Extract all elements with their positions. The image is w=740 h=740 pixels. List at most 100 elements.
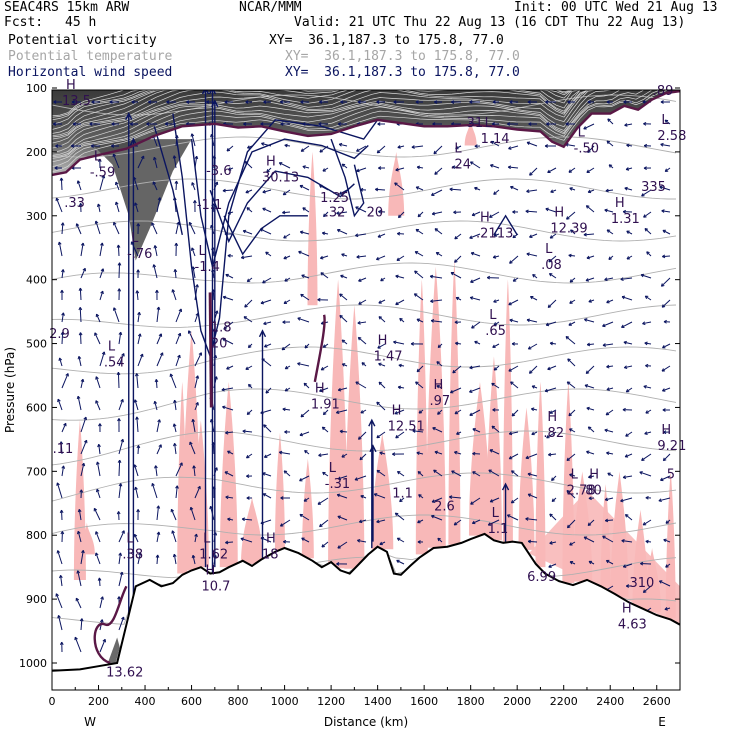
wind-vector (194, 533, 197, 543)
wind-vector-head (323, 213, 327, 218)
wind-vector (337, 515, 348, 521)
wind-vector-head (109, 100, 113, 104)
wind-vector (188, 222, 196, 235)
wind-vector (193, 465, 196, 477)
wind-vector-head (341, 339, 346, 343)
wind-vector-head (508, 146, 512, 150)
wind-vector (60, 575, 63, 587)
wind-vector-head (433, 469, 437, 474)
wind-vector-head (224, 471, 228, 475)
wind-vector (508, 453, 519, 460)
wind-vector (662, 255, 671, 258)
theta-contour (52, 346, 677, 375)
wind-vector (337, 229, 348, 235)
wind-vector (471, 211, 481, 216)
wind-vector (529, 167, 538, 176)
wind-vector (662, 453, 671, 462)
wind-vector-head (191, 554, 196, 559)
wind-vector (548, 453, 557, 456)
wind-vector (118, 460, 121, 477)
wind-vector-head (192, 465, 196, 469)
wind-vector-head (304, 345, 309, 349)
wind-vector-head (153, 245, 158, 249)
wind-vector-head (470, 501, 474, 505)
extremum-marker: H (433, 378, 443, 393)
wind-vector-head (620, 277, 624, 281)
wind-vector (80, 268, 86, 279)
wind-vector (472, 428, 481, 433)
wind-vector-head (622, 209, 627, 214)
wind-vector (544, 387, 557, 392)
wind-vector-head (493, 322, 498, 326)
wind-speed-contour (209, 170, 355, 244)
wind-vector (376, 255, 386, 261)
wind-vector (299, 431, 310, 436)
wind-vector (395, 431, 405, 439)
extremum-value: 1.8 (211, 321, 232, 336)
wind-vector (118, 530, 125, 543)
extremum-value: .33 (64, 196, 85, 211)
wind-vector-head (136, 445, 141, 449)
wind-vector-head (456, 431, 460, 435)
wind-vector (137, 445, 140, 455)
wind-vector-head (195, 375, 200, 379)
wind-vector (283, 299, 291, 304)
wind-vector (490, 164, 500, 169)
wind-vector-head (510, 499, 515, 504)
wind-vector-head (263, 321, 267, 326)
wind-vector (76, 223, 82, 235)
wind-vector (527, 493, 538, 499)
wind-vector-head (455, 296, 460, 301)
wind-vector (96, 313, 101, 323)
wind-vector (263, 321, 272, 325)
wind-vector-head (604, 518, 609, 523)
extremum-marker: L (203, 531, 211, 546)
extremum-marker: L (131, 231, 139, 246)
wind-vector (358, 431, 367, 440)
wind-vector (58, 241, 63, 257)
wind-vector-head (206, 100, 210, 104)
extremum-value: -.50 (574, 142, 599, 157)
wind-vector (358, 299, 367, 305)
wind-vector-head (280, 496, 284, 500)
wind-vector-head (472, 471, 476, 475)
wind-vector-head (321, 231, 326, 236)
wind-vector-head (376, 434, 380, 439)
wind-vector-head (222, 188, 226, 193)
wind-vector (297, 317, 310, 323)
wind-vector (623, 563, 633, 568)
wind-vector (356, 145, 367, 152)
wind-vector-head (78, 307, 83, 311)
wind-vector (472, 519, 481, 524)
wind-vector-head (97, 158, 102, 162)
wind-vector-head (487, 522, 492, 526)
wind-vector-head (341, 454, 345, 458)
wind-vector (174, 400, 177, 411)
wind-vector (80, 440, 88, 455)
updraft-vector-head (125, 111, 133, 120)
wind-vector (602, 535, 614, 543)
wind-vector-head (322, 344, 327, 348)
wind-vector (225, 274, 234, 279)
wind-vector (625, 431, 633, 437)
wind-vector-head (568, 322, 572, 326)
wind-vector (173, 155, 177, 169)
wind-vector-head (54, 166, 58, 170)
wind-vector-head (339, 191, 343, 195)
wind-vector (280, 519, 291, 527)
wind-vector-head (529, 234, 533, 239)
wind-vector (604, 209, 614, 213)
wind-speed-contour (172, 113, 379, 359)
wind-vector-head (546, 434, 550, 439)
wind-vector-head (133, 533, 138, 538)
wind-vector (95, 376, 101, 389)
wind-vector (490, 140, 500, 147)
wind-vector-head (56, 550, 61, 554)
wind-vector (61, 269, 64, 279)
wind-vector-head (604, 428, 608, 433)
wind-vector-head (584, 384, 589, 388)
wind-vector-head (100, 290, 104, 295)
wind-vector-head (337, 476, 342, 481)
wind-vector (80, 463, 85, 477)
wind-vector-head (454, 259, 458, 263)
